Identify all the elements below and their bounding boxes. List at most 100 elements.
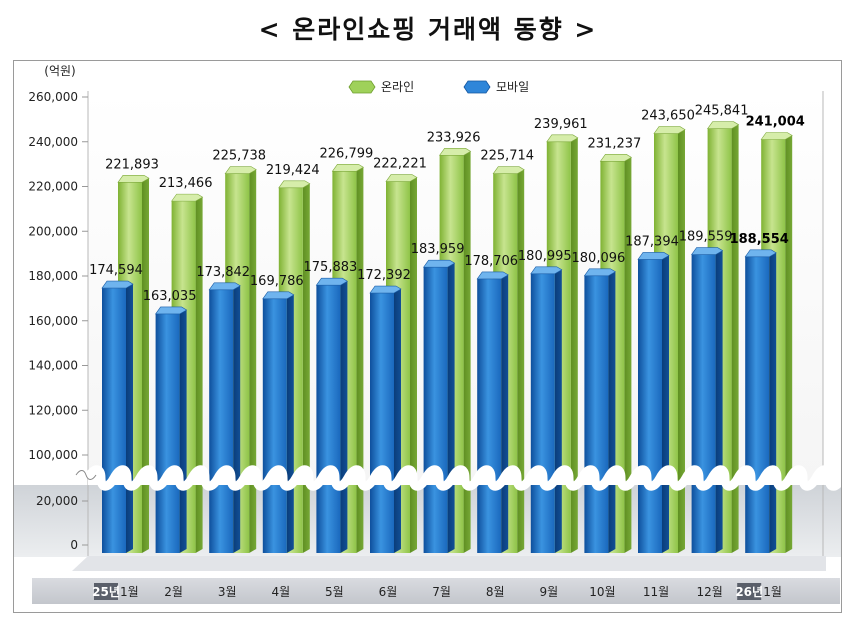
y-tick-label: 0: [70, 538, 78, 552]
bar-online-cap: [492, 166, 525, 175]
y-tick-label: 180,000: [28, 269, 78, 283]
data-label-mobile: 180,096: [572, 251, 626, 266]
legend-mobile-swatch: [463, 80, 491, 94]
bar-mobile: [637, 252, 670, 553]
y-unit: (억원): [44, 64, 75, 78]
bar-online-side: [624, 157, 632, 553]
data-label-mobile: 189,559: [679, 230, 733, 245]
data-label-mobile: 174,594: [89, 263, 143, 278]
bar-mobile-side: [126, 284, 133, 553]
category-month-label: 12월: [696, 585, 722, 599]
category-month-label: 6월: [379, 585, 398, 599]
bar-online-side: [249, 169, 257, 553]
bar-online-side: [678, 129, 685, 553]
y-tick-label: 120,000: [28, 403, 78, 417]
bar-mobile-cap: [262, 291, 295, 300]
data-label-online: 245,841: [695, 104, 749, 119]
bar-mobile-body: [745, 256, 770, 553]
bar-mobile-body: [530, 273, 555, 553]
data-label-mobile: 180,995: [518, 249, 572, 264]
category-month-label: 5월: [325, 585, 344, 599]
bar-mobile-body: [370, 293, 394, 553]
data-label-mobile: 172,392: [357, 268, 411, 283]
bar-online-cap: [224, 166, 257, 174]
bar-mobile-cap: [369, 285, 402, 294]
bar-mobile-body: [102, 288, 126, 553]
bar-mobile-side: [447, 263, 455, 553]
bar-online-side: [570, 137, 578, 553]
bar-online-cap: [546, 134, 579, 143]
bar-mobile: [155, 306, 188, 553]
category-month-label: 1월: [120, 585, 139, 599]
bar-mobile-body: [155, 313, 180, 553]
bar-online-side: [410, 177, 417, 553]
data-label-mobile: 163,035: [143, 289, 197, 304]
bar-mobile-cap: [637, 252, 670, 260]
bar-online-cap: [385, 174, 418, 182]
data-label-mobile: 187,394: [625, 234, 679, 249]
data-label-online: 225,714: [480, 149, 534, 164]
bar-online-cap: [760, 132, 793, 140]
category-year-badge: [94, 583, 118, 600]
data-label-mobile: 178,706: [464, 254, 518, 269]
y-tick-label: 200,000: [28, 224, 78, 238]
bar-online-side: [195, 197, 203, 554]
category-month-label: 7월: [432, 585, 451, 599]
legend-online: 온라인: [348, 80, 414, 94]
bar-mobile: [208, 282, 241, 553]
bar-mobile-side: [233, 285, 241, 553]
data-label-online: 233,926: [427, 130, 481, 145]
y-tick-label: 220,000: [28, 180, 78, 194]
data-label-online: 225,738: [212, 149, 266, 164]
bar-mobile: [744, 249, 777, 554]
legend-online-label: 온라인: [381, 80, 414, 94]
bar-mobile: [476, 271, 509, 553]
category-month-label: 2월: [164, 585, 183, 599]
chart-frame: (억원) 260,000 240,000 220,000 200,000 180,000 1…: [13, 60, 842, 613]
y-tick-label: 160,000: [28, 314, 78, 328]
category-month-label: 10월: [589, 585, 615, 599]
data-label-mobile: 169,786: [250, 274, 304, 289]
bar-online-cap: [653, 126, 686, 134]
y-tick-label: 260,000: [28, 90, 78, 104]
bar-mobile-body: [262, 298, 287, 553]
bar-mobile-cap: [744, 249, 777, 258]
bar-online-cap: [439, 148, 472, 156]
category-month-label: 1월: [763, 585, 782, 599]
category-month-label: 11월: [643, 585, 669, 599]
data-label-online: 226,799: [320, 146, 374, 161]
data-label-online: 239,961: [534, 117, 588, 132]
bar-online-cap: [599, 154, 632, 162]
bar-mobile: [583, 268, 616, 553]
data-label-online: 243,650: [641, 109, 695, 124]
category-year-label: 25년: [92, 585, 120, 599]
bar-mobile-cap: [315, 277, 348, 286]
category-month-label: 9월: [539, 585, 558, 599]
bar-online-side: [517, 169, 525, 553]
bar-online-side: [356, 167, 364, 553]
data-label-online: 221,893: [105, 157, 159, 172]
bar-mobile: [530, 266, 563, 553]
y-tick-label: 140,000: [28, 359, 78, 373]
bar-mobile-cap: [476, 271, 509, 280]
data-label-mobile: 188,554: [730, 232, 789, 247]
axis-break-wave: [84, 465, 841, 491]
bar-mobile-body: [584, 275, 609, 553]
bar-mobile-cap: [423, 259, 456, 268]
bar-mobile-side: [340, 281, 348, 553]
legend-online-swatch: [348, 80, 376, 94]
bar-mobile-body: [477, 278, 502, 553]
bar-mobile-body: [316, 285, 341, 553]
bar-online-side: [302, 183, 310, 553]
bar-mobile-side: [715, 250, 723, 553]
bar-mobile-cap: [583, 268, 616, 277]
y-tick-label: 100,000: [28, 448, 78, 462]
bar-mobile-cap: [208, 282, 241, 291]
bar-mobile-body: [691, 254, 716, 553]
bar-mobile-cap: [101, 280, 134, 289]
bar-mobile-side: [286, 294, 294, 553]
bar-mobile-side: [394, 289, 401, 553]
y-tick-label: 240,000: [28, 135, 78, 149]
bar-mobile-cap: [530, 266, 563, 275]
data-label-online: 231,237: [588, 136, 642, 151]
